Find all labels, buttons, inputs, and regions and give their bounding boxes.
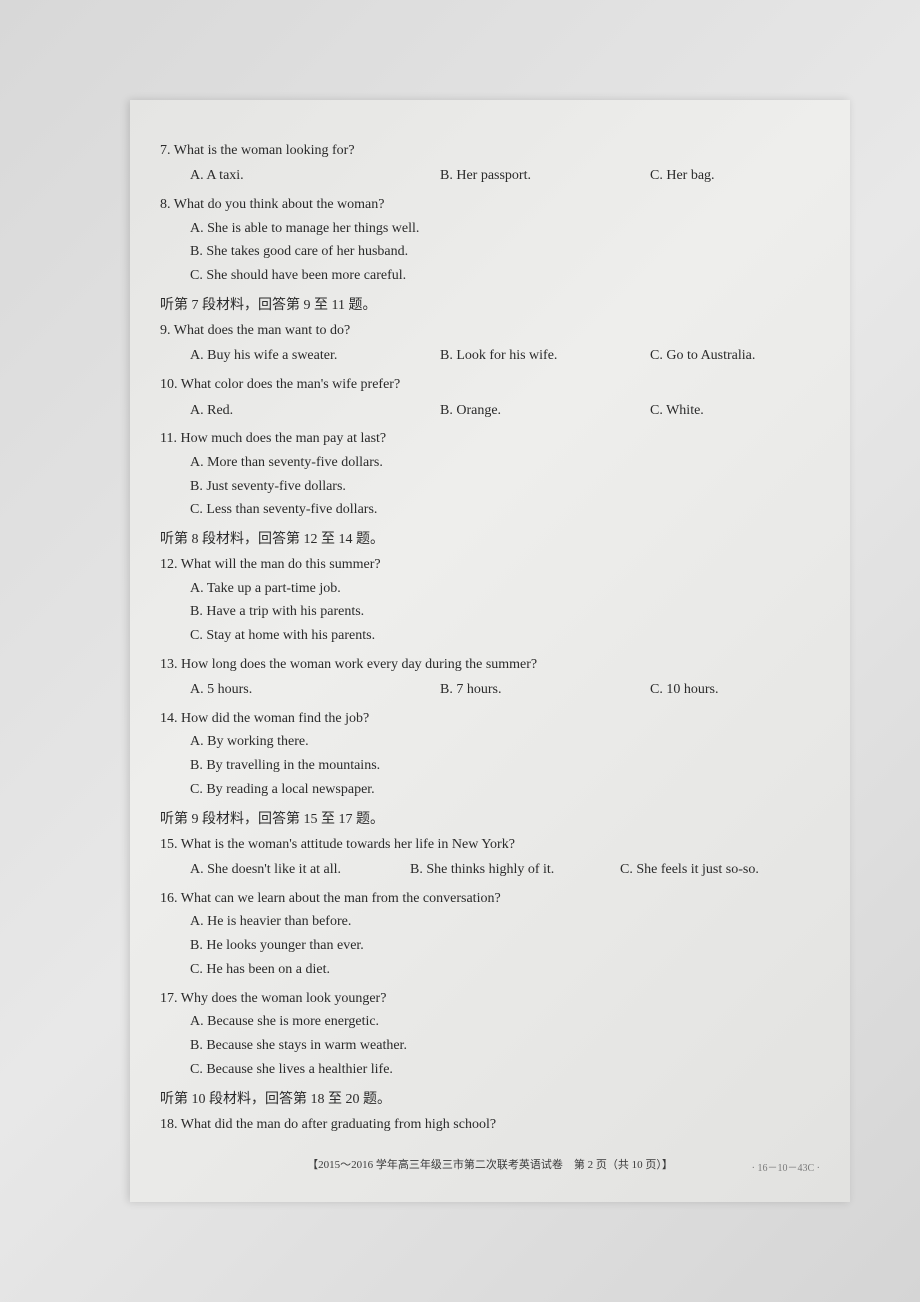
option-c: C. Go to Australia. — [650, 344, 820, 368]
option-b: B. 7 hours. — [440, 678, 650, 702]
options: A. Take up a part-time job. B. Have a tr… — [160, 577, 820, 648]
page-footer: 【2015～2016 学年高三年级三市第二次联考英语试卷 第 2 页（共 10 … — [160, 1156, 820, 1172]
section-9-header: 听第 9 段材料，回答第 15 至 17 题。 — [160, 808, 820, 828]
page-footer-code: · 16－10－43C · — [752, 1159, 820, 1174]
option-b: B. By travelling in the mountains. — [190, 754, 820, 778]
option-a: A. Red. — [190, 399, 440, 423]
option-b: B. She takes good care of her husband. — [190, 240, 820, 264]
option-b: B. Because she stays in warm weather. — [190, 1034, 820, 1058]
question-9: 9. What does the man want to do? A. Buy … — [160, 320, 820, 368]
question-text: 16. What can we learn about the man from… — [160, 888, 820, 910]
question-text: 11. How much does the man pay at last? — [160, 428, 820, 450]
option-c: C. Her bag. — [650, 164, 820, 188]
option-b: B. Just seventy-five dollars. — [190, 475, 820, 499]
question-text: 8. What do you think about the woman? — [160, 194, 820, 216]
question-16: 16. What can we learn about the man from… — [160, 888, 820, 982]
question-17: 17. Why does the woman look younger? A. … — [160, 988, 820, 1082]
option-c: C. By reading a local newspaper. — [190, 778, 820, 802]
question-11: 11. How much does the man pay at last? A… — [160, 428, 820, 522]
section-8-header: 听第 8 段材料，回答第 12 至 14 题。 — [160, 528, 820, 548]
option-c: C. She feels it just so-so. — [620, 858, 820, 882]
option-c: C. Less than seventy-five dollars. — [190, 498, 820, 522]
option-b: B. Have a trip with his parents. — [190, 600, 820, 624]
option-c: C. He has been on a diet. — [190, 958, 820, 982]
question-text: 10. What color does the man's wife prefe… — [160, 374, 820, 396]
option-a: A. She is able to manage her things well… — [190, 217, 820, 241]
option-b: B. Her passport. — [440, 164, 650, 188]
option-a: A. Take up a part-time job. — [190, 577, 820, 601]
options: A. She doesn't like it at all. B. She th… — [160, 858, 820, 882]
question-10: 10. What color does the man's wife prefe… — [160, 374, 820, 422]
option-b: B. Orange. — [440, 399, 650, 423]
option-c: C. 10 hours. — [650, 678, 820, 702]
options: A. A taxi. B. Her passport. C. Her bag. — [160, 164, 820, 188]
question-text: 17. Why does the woman look younger? — [160, 988, 820, 1010]
question-7: 7. What is the woman looking for? A. A t… — [160, 140, 820, 188]
question-18: 18. What did the man do after graduating… — [160, 1114, 820, 1136]
option-a: A. Because she is more energetic. — [190, 1010, 820, 1034]
question-14: 14. How did the woman find the job? A. B… — [160, 708, 820, 802]
option-a: A. A taxi. — [190, 164, 440, 188]
question-15: 15. What is the woman's attitude towards… — [160, 834, 820, 882]
options: A. 5 hours. B. 7 hours. C. 10 hours. — [160, 678, 820, 702]
option-b: B. Look for his wife. — [440, 344, 650, 368]
option-a: A. Buy his wife a sweater. — [190, 344, 440, 368]
question-text: 14. How did the woman find the job? — [160, 708, 820, 730]
options: A. Red. B. Orange. C. White. — [160, 399, 820, 423]
option-c: C. She should have been more careful. — [190, 264, 820, 288]
question-text: 7. What is the woman looking for? — [160, 140, 820, 162]
section-7-header: 听第 7 段材料，回答第 9 至 11 题。 — [160, 294, 820, 314]
option-c: C. White. — [650, 399, 820, 423]
options: A. More than seventy-five dollars. B. Ju… — [160, 451, 820, 522]
options: A. By working there. B. By travelling in… — [160, 730, 820, 801]
option-a: A. He is heavier than before. — [190, 910, 820, 934]
option-c: C. Because she lives a healthier life. — [190, 1058, 820, 1082]
options: A. Buy his wife a sweater. B. Look for h… — [160, 344, 820, 368]
option-a: A. 5 hours. — [190, 678, 440, 702]
option-a: A. She doesn't like it at all. — [190, 858, 410, 882]
option-b: B. She thinks highly of it. — [410, 858, 620, 882]
question-12: 12. What will the man do this summer? A.… — [160, 554, 820, 648]
question-text: 9. What does the man want to do? — [160, 320, 820, 342]
option-c: C. Stay at home with his parents. — [190, 624, 820, 648]
exam-page: 7. What is the woman looking for? A. A t… — [130, 100, 850, 1202]
question-text: 15. What is the woman's attitude towards… — [160, 834, 820, 856]
option-a: A. By working there. — [190, 730, 820, 754]
option-b: B. He looks younger than ever. — [190, 934, 820, 958]
question-text: 13. How long does the woman work every d… — [160, 654, 820, 676]
options: A. She is able to manage her things well… — [160, 217, 820, 288]
section-10-header: 听第 10 段材料，回答第 18 至 20 题。 — [160, 1088, 820, 1108]
question-13: 13. How long does the woman work every d… — [160, 654, 820, 702]
question-8: 8. What do you think about the woman? A.… — [160, 194, 820, 288]
question-text: 18. What did the man do after graduating… — [160, 1114, 820, 1136]
options: A. He is heavier than before. B. He look… — [160, 910, 820, 981]
options: A. Because she is more energetic. B. Bec… — [160, 1010, 820, 1081]
option-a: A. More than seventy-five dollars. — [190, 451, 820, 475]
question-text: 12. What will the man do this summer? — [160, 554, 820, 576]
